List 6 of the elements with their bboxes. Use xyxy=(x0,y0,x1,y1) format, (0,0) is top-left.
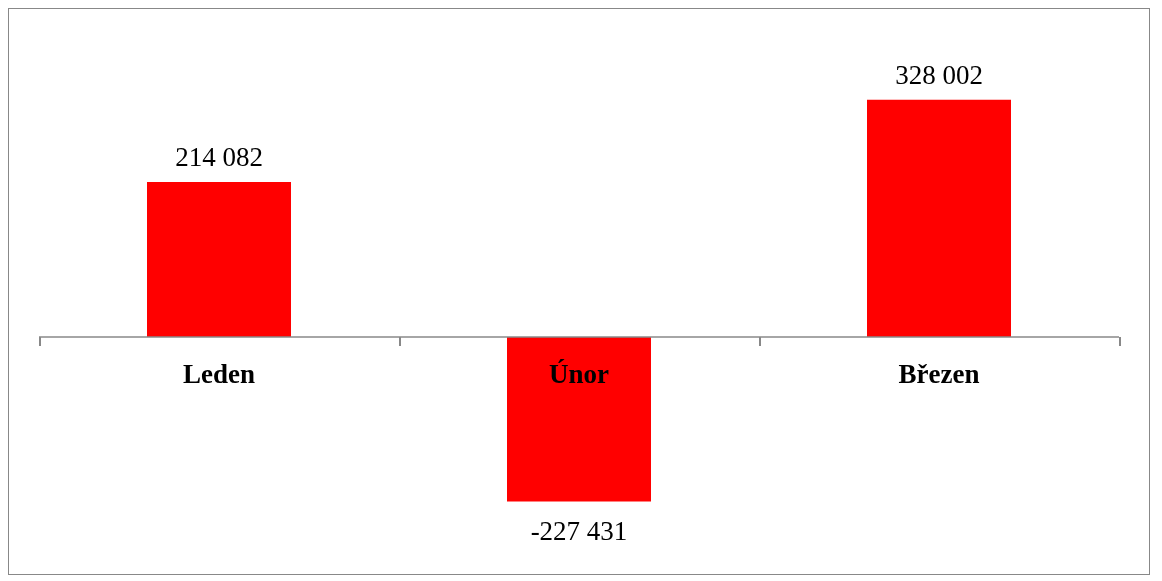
data-label: 328 002 xyxy=(895,59,983,90)
data-label: -227 431 xyxy=(530,515,628,546)
x-tick-label: Únor xyxy=(548,358,610,390)
x-tick-label: Leden xyxy=(182,358,256,390)
x-tick-label: Březen xyxy=(897,358,981,390)
data-label: 214 082 xyxy=(175,142,263,173)
